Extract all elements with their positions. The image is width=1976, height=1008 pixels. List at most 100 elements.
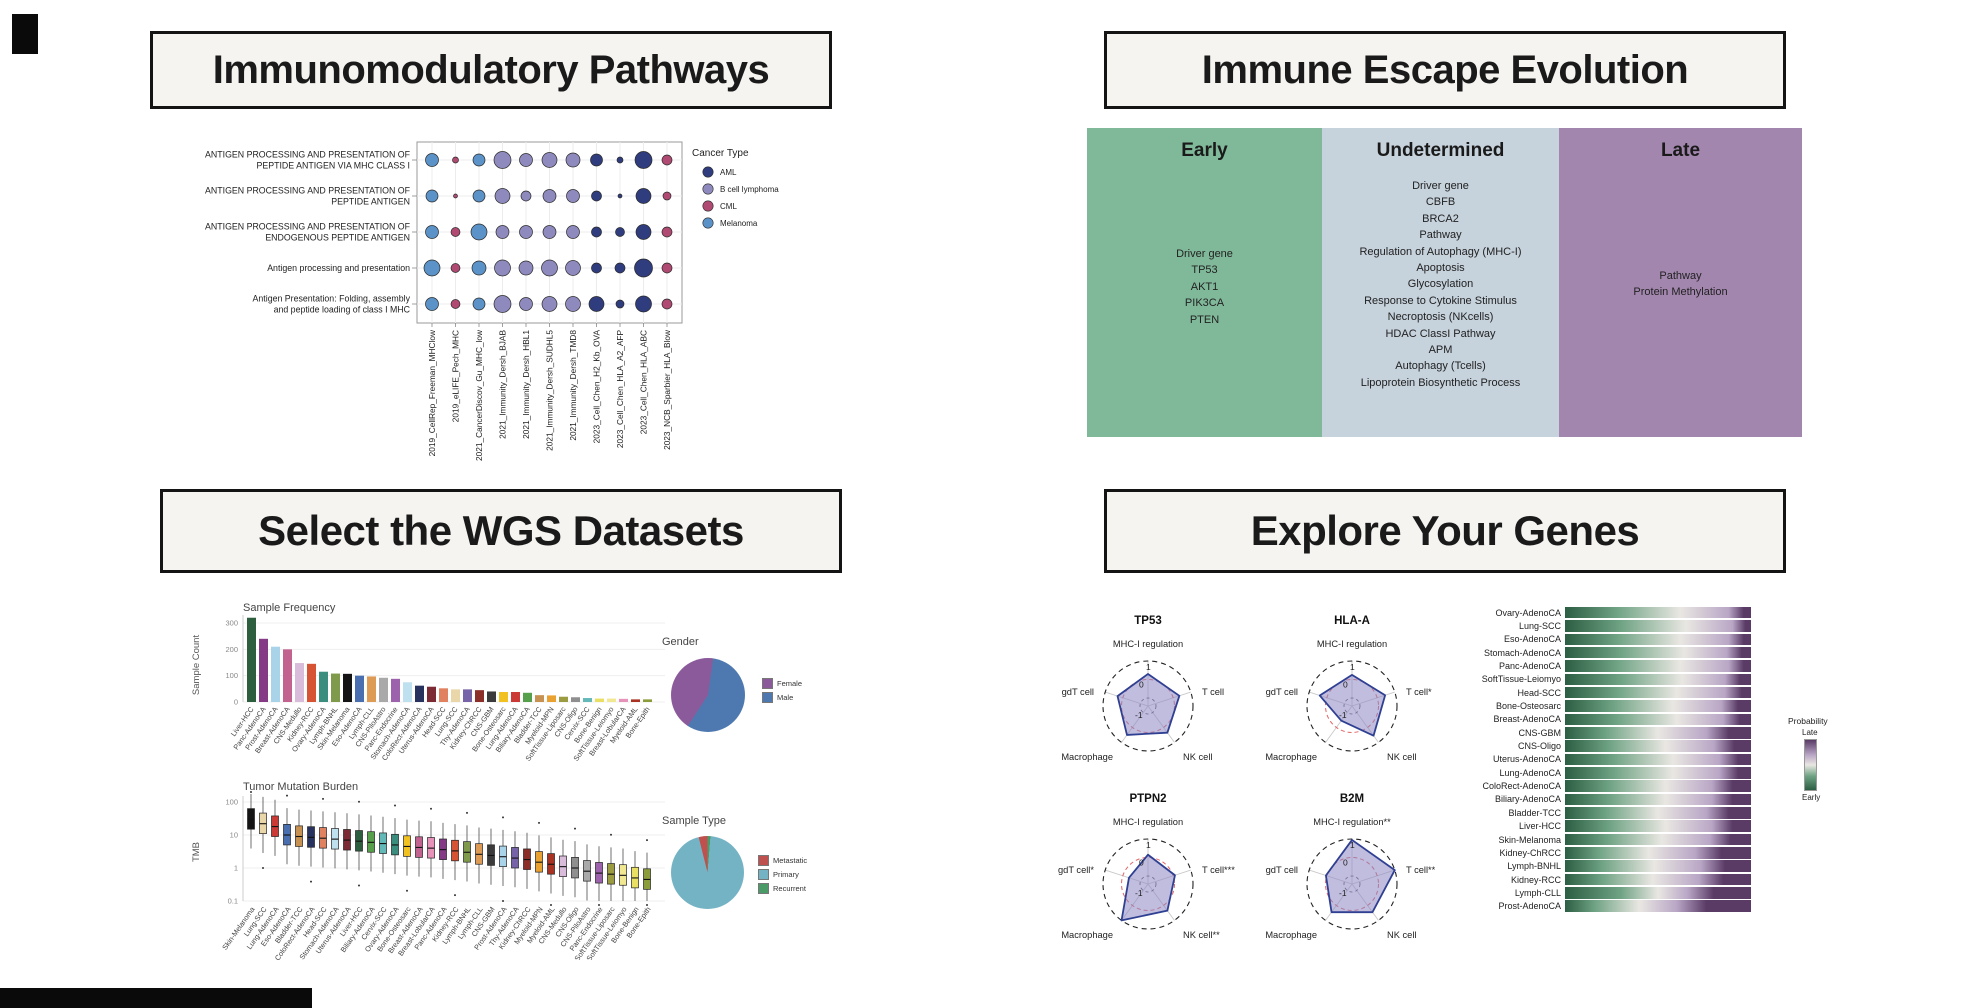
dotplot-dot bbox=[519, 153, 533, 167]
panel-title: Select the WGS Datasets bbox=[258, 507, 744, 554]
stacked-row-bar bbox=[1565, 686, 1751, 699]
dotplot-dot bbox=[635, 224, 652, 240]
radar-axis-label: NK cell bbox=[1183, 752, 1212, 762]
radar-tick: -1 bbox=[1135, 888, 1143, 898]
dotplot-dot bbox=[494, 259, 511, 277]
stacked-row: Liver-HCC bbox=[1440, 820, 1755, 833]
figure-explore-your-genes[interactable]: TP53 1 0 -1 MHC-I regulation T cell NK cell Mac… bbox=[1040, 600, 1870, 960]
dotplot-dot bbox=[615, 227, 625, 237]
escape-list-item: PIK3CA bbox=[1184, 297, 1225, 310]
dotplot-legend-label: Melanoma bbox=[720, 219, 758, 228]
freq-title: Sample Frequency bbox=[243, 602, 336, 614]
dotplot-row-label: PEPTIDE ANTIGEN bbox=[331, 197, 410, 207]
stacked-row-bar bbox=[1565, 753, 1751, 766]
stacked-row: Ovary-AdenoCA bbox=[1440, 606, 1755, 619]
dotplot-row-label: and peptide loading of class I MHC bbox=[274, 305, 411, 315]
dotplot-col-label: 2021_Immunity_Dersh_BJAB bbox=[498, 330, 508, 439]
escape-list-item: BRCA2 bbox=[1422, 212, 1459, 225]
escape-column-late: Late Pathway Protein Methylation bbox=[1559, 128, 1802, 437]
dotplot-dot bbox=[450, 299, 461, 309]
legend-item: Recurrent bbox=[758, 883, 807, 894]
stacked-row-bar bbox=[1565, 860, 1751, 872]
dotplot-dot bbox=[453, 193, 458, 199]
dotplot-dot bbox=[425, 225, 439, 239]
escape-list-item: AKT1 bbox=[1190, 280, 1219, 293]
dotplot-dot bbox=[591, 190, 602, 202]
stacked-row: Prost-AdenoCA bbox=[1440, 900, 1755, 913]
sample-type-legend: Metastatic Primary Recurrent bbox=[758, 855, 807, 897]
escape-column-list: Driver gene TP53 AKT1 PIK3CA PTEN bbox=[1087, 246, 1322, 328]
legend-item: Metastatic bbox=[758, 855, 807, 866]
freq-bar bbox=[643, 699, 652, 702]
stacked-row-label: Breast-AdenoCA bbox=[1493, 714, 1561, 725]
stacked-row: Biliary-AdenoCA bbox=[1440, 793, 1755, 806]
freq-ytick: 100 bbox=[225, 671, 238, 680]
gender-pie-title: Gender bbox=[662, 636, 699, 648]
freq-bar bbox=[271, 646, 280, 702]
radar-axis-label: T cell bbox=[1202, 687, 1224, 697]
dotplot-dot bbox=[616, 156, 624, 164]
escape-list-item: Driver gene bbox=[1412, 180, 1469, 192]
radar-outer-circle bbox=[1102, 660, 1194, 752]
dotplot-dot bbox=[493, 151, 512, 169]
escape-column-early: Early Driver gene TP53 AKT1 PIK3CA PTEN bbox=[1087, 128, 1322, 437]
panel-title: Immunomodulatory Pathways bbox=[212, 47, 770, 92]
freq-bar bbox=[583, 698, 592, 702]
stacked-row: Uterus-AdenoCA bbox=[1440, 753, 1755, 766]
dotplot-legend-label: B cell lymphoma bbox=[720, 185, 779, 194]
dotplot-dot bbox=[472, 153, 486, 167]
tmb-ytick: 100 bbox=[225, 798, 238, 807]
radar-axis-label: Macrophage bbox=[1265, 752, 1317, 762]
stacked-row-label: Lung-AdenoCA bbox=[1499, 767, 1561, 778]
dotplot-dot bbox=[495, 225, 510, 239]
panel-button-immunomodulatory-pathways[interactable]: Immunomodulatory Pathways bbox=[150, 31, 832, 109]
dotplot-chart: ANTIGEN PROCESSING AND PRESENTATION OFPE… bbox=[205, 141, 779, 461]
dotplot-legend-label: CML bbox=[720, 202, 737, 211]
figure-immunomodulatory-pathways[interactable]: ANTIGEN PROCESSING AND PRESENTATION OF PE… bbox=[160, 108, 805, 486]
freq-ytick: 200 bbox=[225, 645, 238, 654]
legend-item: Female bbox=[762, 678, 802, 689]
freq-bar bbox=[439, 688, 448, 702]
dotplot-dot bbox=[565, 152, 581, 168]
radar-tick: 0 bbox=[1139, 858, 1144, 868]
radar-axis-label: NK cell bbox=[1387, 930, 1416, 940]
freq-bar bbox=[247, 617, 256, 702]
panel-button-explore-your-genes[interactable]: Explore Your Genes bbox=[1104, 489, 1786, 573]
stacked-row: CNS-GBM bbox=[1440, 726, 1755, 739]
stacked-row-label: Lymph-BNHL bbox=[1507, 861, 1561, 872]
dotplot-col-label: 2021_CancerDiscov_Gu_MHC_low bbox=[474, 329, 484, 461]
radar-polygon bbox=[1116, 673, 1181, 736]
freq-bar bbox=[343, 673, 352, 702]
stacked-row-bar bbox=[1565, 606, 1751, 619]
radar-tick: 1 bbox=[1146, 840, 1151, 850]
stacked-row: Lung-SCC bbox=[1440, 619, 1755, 632]
stacked-row-label: Kidney-ChRCC bbox=[1499, 847, 1561, 858]
gender-legend: Female Male bbox=[762, 678, 802, 706]
stacked-row-label: Lymph-CLL bbox=[1514, 887, 1561, 898]
panel-button-immune-escape-evolution[interactable]: Immune Escape Evolution bbox=[1104, 31, 1786, 109]
dotplot-col-label: 2021_Immunity_Dersh_TMD8 bbox=[568, 330, 578, 441]
radar-axis-label: NK cell** bbox=[1183, 930, 1220, 940]
stacked-row: ColoRect-AdenoCA bbox=[1440, 779, 1755, 792]
stacked-row-label: Bone-Osteosarc bbox=[1495, 701, 1561, 712]
freq-bar bbox=[463, 689, 472, 702]
stacked-row: Lymph-BNHL bbox=[1440, 860, 1755, 873]
legend-label: Male bbox=[777, 693, 794, 702]
stacked-row-bar bbox=[1565, 620, 1751, 632]
freq-bar bbox=[571, 697, 580, 702]
dotplot-col-label: 2023_Cell_Chen_HLA_A2_AFP bbox=[615, 330, 625, 449]
dotplot-dot bbox=[661, 262, 673, 274]
legend-swatch bbox=[758, 869, 769, 880]
radar-tick: -1 bbox=[1135, 710, 1143, 720]
panel-button-select-wgs-datasets[interactable]: Select the WGS Datasets bbox=[160, 489, 842, 573]
dotplot-col-label: 2023_Cell_Chen_HLA_ABC bbox=[639, 330, 649, 434]
figure-immune-escape-evolution[interactable]: Early Driver gene TP53 AKT1 PIK3CA PTEN Unde… bbox=[1087, 128, 1802, 437]
figure-wgs-datasets[interactable]: Sample Frequency Sample Count 300 200 100 0 Li… bbox=[180, 588, 840, 960]
freq-bar bbox=[367, 676, 376, 702]
stacked-row-label: CNS-Oligo bbox=[1517, 741, 1561, 752]
legend-item: Male bbox=[762, 692, 802, 703]
escape-column-header: Late bbox=[1660, 140, 1701, 161]
stacked-row-bar bbox=[1565, 767, 1751, 779]
dotplot-legend-swatch bbox=[702, 217, 714, 229]
dotplot-dot bbox=[661, 226, 673, 238]
